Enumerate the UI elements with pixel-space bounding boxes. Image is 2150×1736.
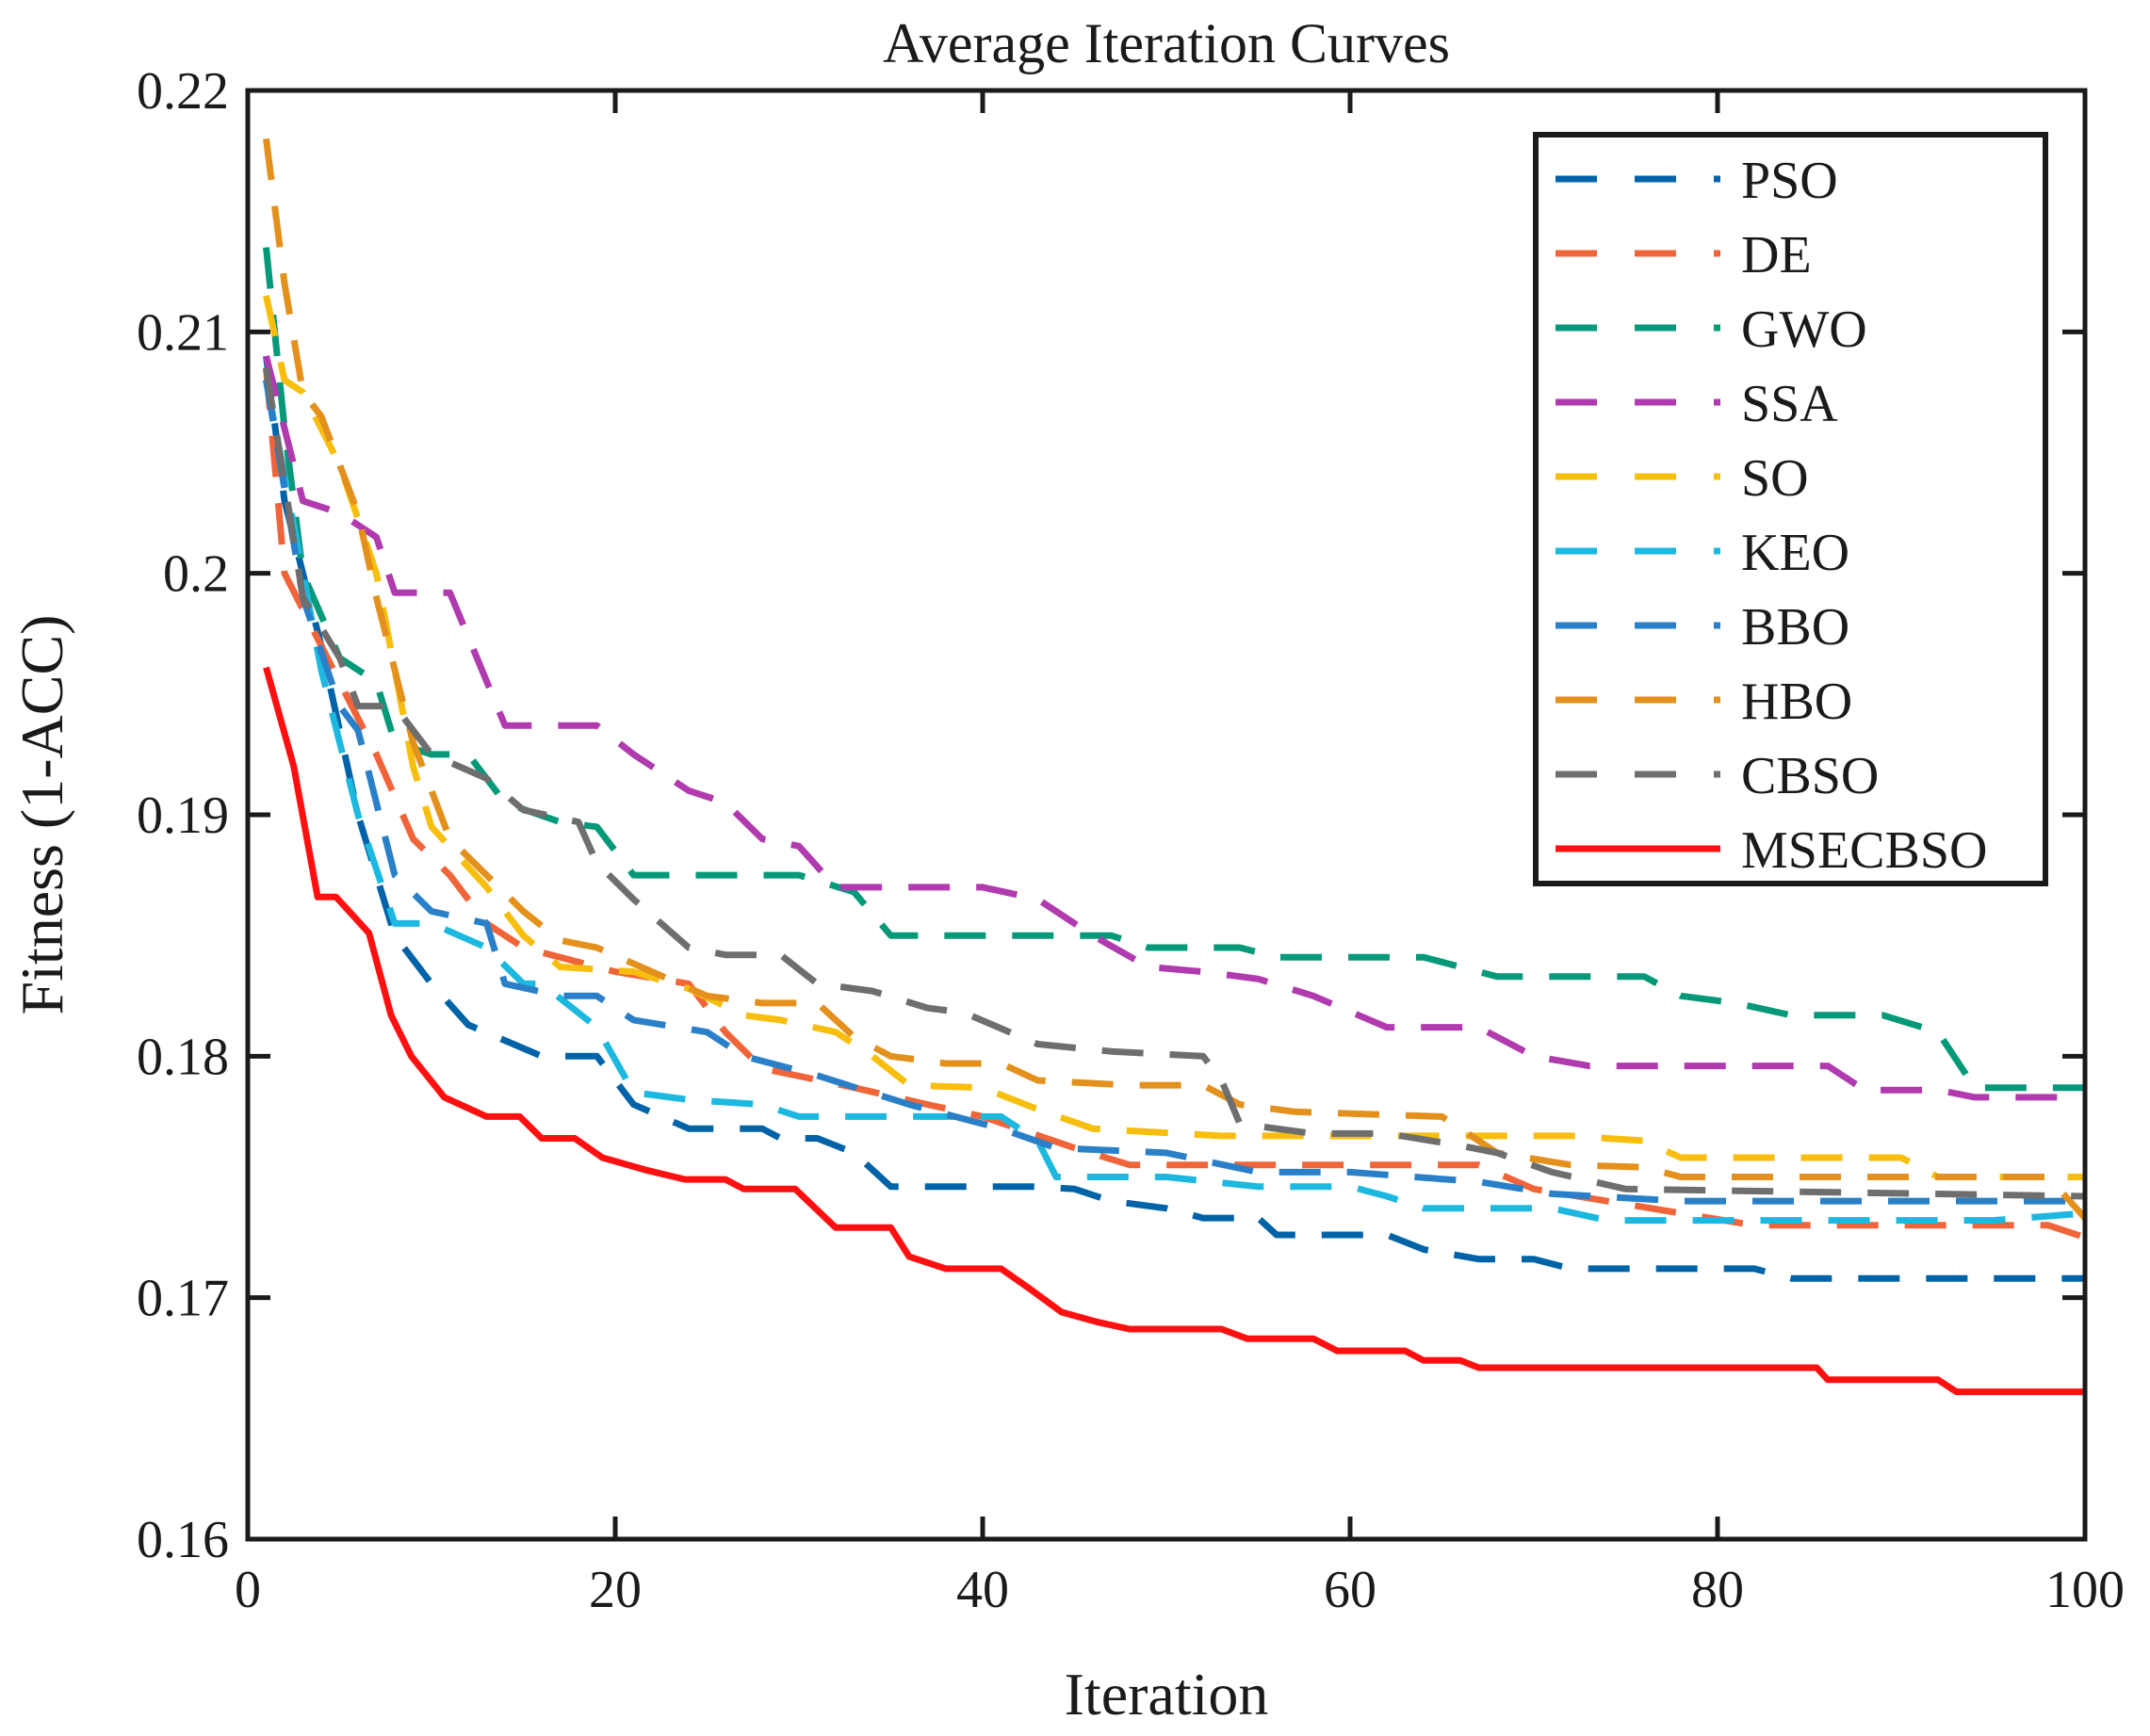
legend-item-de: DE <box>1555 226 1812 284</box>
x-tick-label: 80 <box>1691 1561 1744 1619</box>
series-line-bbo <box>263 380 2085 1205</box>
x-tick-label: 60 <box>1324 1561 1376 1619</box>
chart-title: Average Iteration Curves <box>883 12 1450 74</box>
legend-label: BBO <box>1741 598 1849 657</box>
legend-item-keo: KEO <box>1555 524 1849 582</box>
x-tick-label: 0 <box>235 1561 261 1619</box>
series-line-ssa <box>263 355 2085 1101</box>
series-line-pso <box>263 355 2085 1282</box>
legend-label: SSA <box>1741 375 1838 433</box>
legend-label: CBSO <box>1741 747 1879 805</box>
legend-label: KEO <box>1741 524 1849 582</box>
legend-box <box>1533 132 2048 886</box>
legend-item-cbso: CBSO <box>1555 747 1879 805</box>
legend-label: GWO <box>1741 300 1867 359</box>
legend-item-msecbso: MSECBSO <box>1555 821 1987 880</box>
series-line-gwo <box>263 247 2085 1092</box>
x-tick-label: 40 <box>956 1561 1009 1619</box>
y-tick-label: 0.18 <box>137 1028 229 1086</box>
legend-item-ssa: SSA <box>1555 375 1838 433</box>
y-tick-label: 0.21 <box>137 303 229 362</box>
y-tick-label: 0.2 <box>163 545 229 604</box>
legend-label: MSECBSO <box>1741 821 1987 880</box>
legend-item-so: SO <box>1555 449 1809 508</box>
series-line-cbso <box>263 367 2085 1200</box>
ticks-layer: 0 20 40 60 80 100 0.16 0.17 0.18 0.19 0.2 0.21 0.22 <box>137 62 2125 1619</box>
y-tick-label: 0.16 <box>137 1511 229 1569</box>
series-line-hbo <box>263 138 2085 1221</box>
x-axis-label: Iteration <box>1065 1661 1269 1728</box>
legend: PSO DE GWO SSA SO KEO BBO HBO CBSO MSECBSO <box>1533 132 2048 886</box>
series-line-keo <box>263 379 2085 1225</box>
legend-item-hbo: HBO <box>1555 673 1852 731</box>
legend-label: HBO <box>1741 673 1852 731</box>
x-tick-label: 100 <box>2045 1561 2125 1619</box>
x-tick-label: 20 <box>589 1561 642 1619</box>
legend-label: SO <box>1741 449 1809 508</box>
legend-item-bbo: BBO <box>1555 598 1849 657</box>
series-layer <box>263 138 2085 1396</box>
y-axis-label: Fitness (1-ACC) <box>8 615 75 1015</box>
y-tick-label: 0.17 <box>137 1270 229 1328</box>
y-tick-label: 0.19 <box>137 787 229 845</box>
legend-item-pso: PSO <box>1555 152 1838 210</box>
legend-item-gwo: GWO <box>1555 300 1867 359</box>
series-line-msecbso <box>263 666 2085 1396</box>
legend-label: PSO <box>1741 152 1838 210</box>
legend-label: DE <box>1741 226 1812 284</box>
y-tick-label: 0.22 <box>137 62 229 121</box>
